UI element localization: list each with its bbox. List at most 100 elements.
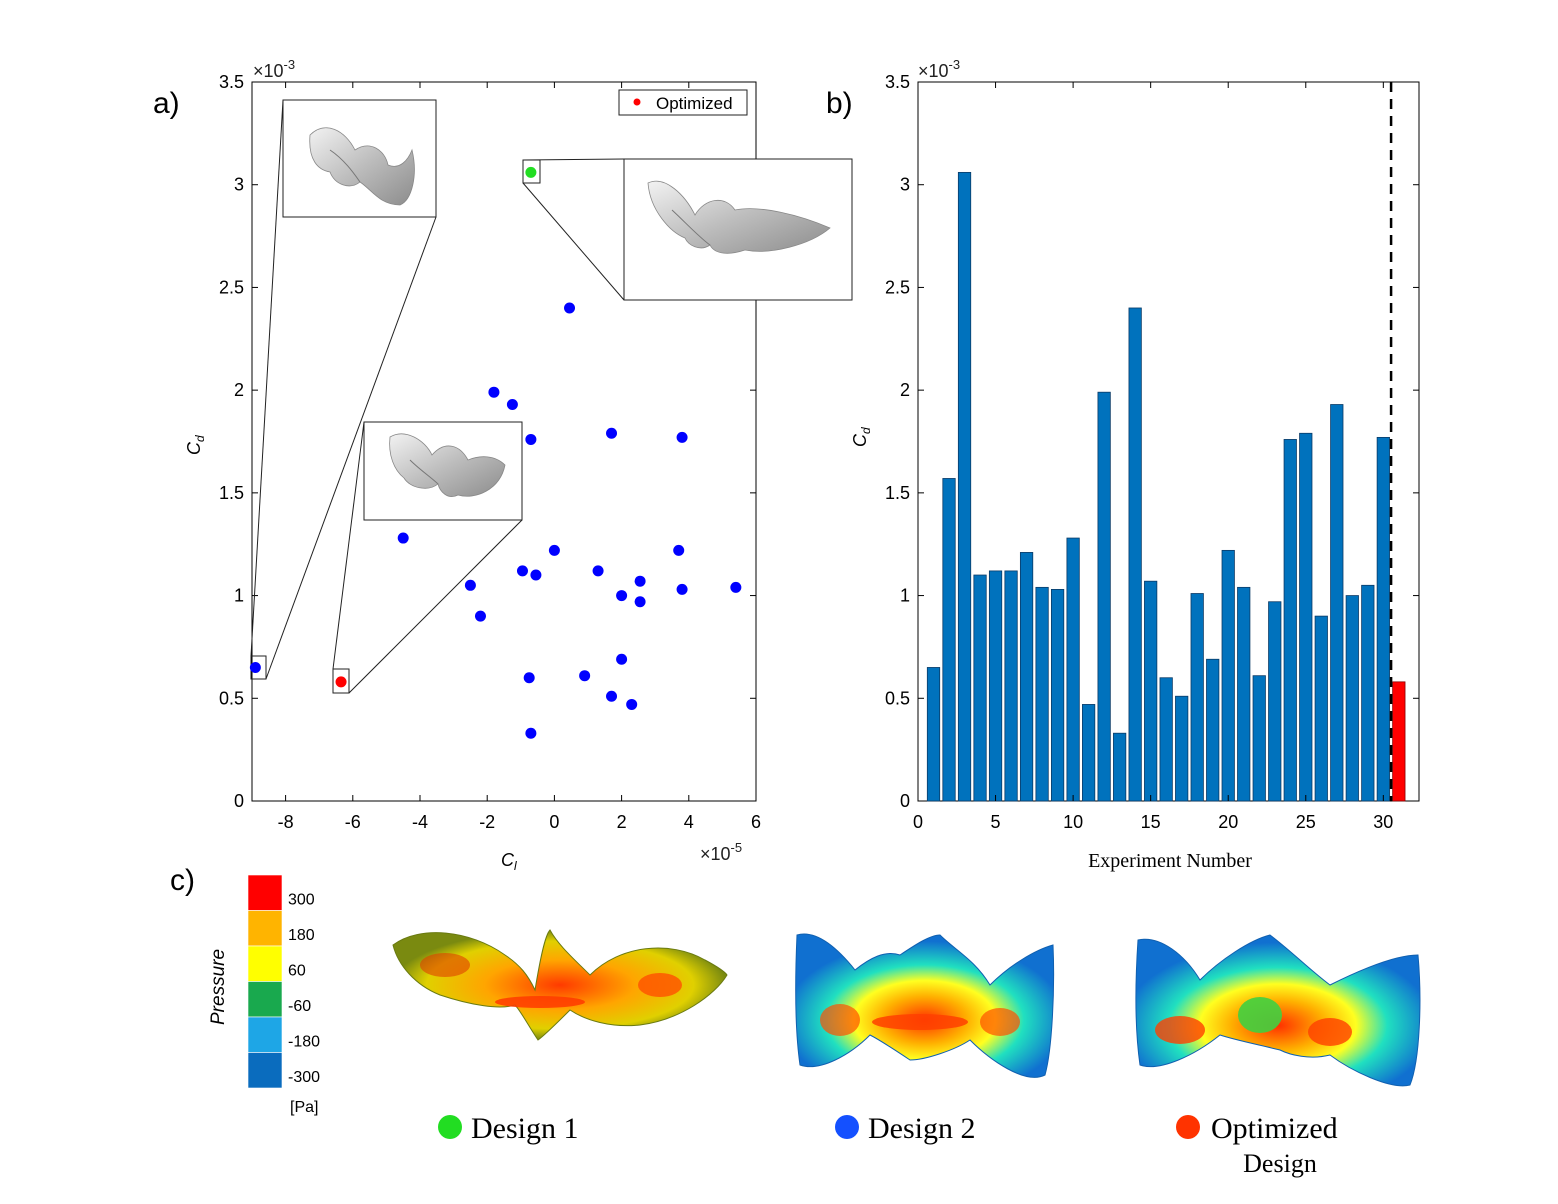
- colorbar-cell: [247, 945, 283, 982]
- bar-y-tick-label: 0.5: [885, 688, 910, 708]
- scatter-y-tick-label: 2.5: [219, 277, 244, 297]
- scatter-points: [249, 166, 742, 739]
- scatter-point: [730, 581, 742, 593]
- bar-y-tick-label: 3.5: [885, 72, 910, 92]
- bar-y-label: Cd: [850, 427, 873, 447]
- bar: [1050, 589, 1065, 802]
- bar-ticks: [917, 81, 1419, 802]
- bar-x-tick-label: 25: [1296, 812, 1316, 832]
- colorbar-unit: [Pa]: [290, 1099, 318, 1116]
- bar: [1004, 570, 1018, 802]
- scatter-point: [464, 579, 476, 591]
- scatter-y-exponent: ×10-3: [253, 57, 295, 81]
- bar-y-tick-label: 0: [900, 791, 910, 811]
- bar: [926, 667, 941, 802]
- panel-label-a: a): [153, 87, 180, 120]
- scatter-legend: Optimized: [618, 89, 748, 116]
- pressure-shape-design2: [795, 933, 1055, 1078]
- inset-shape-optimized: [363, 421, 523, 521]
- bar: [942, 478, 956, 802]
- bar-y-tick-label: 3: [900, 175, 910, 195]
- scatter-point: [564, 302, 576, 314]
- design-legend: Design 1 Design 2 Optimized Design: [438, 1112, 1338, 1178]
- scatter-y-tick-label: 0: [234, 791, 244, 811]
- colorbar-cell: [247, 874, 283, 911]
- bar: [1082, 704, 1096, 802]
- scatter-y-tick-label: 0.5: [219, 688, 244, 708]
- colorbar-title: Pressure: [208, 949, 229, 1025]
- legend-label-optimized: Optimized: [656, 94, 733, 113]
- scatter-x-tick-label: -2: [479, 812, 495, 832]
- scatter-y-tick-label: 1: [234, 586, 244, 606]
- scatter-y-label: Cd: [184, 435, 207, 455]
- scatter-point: [676, 431, 688, 443]
- scatter-y-tick-label: 3.5: [219, 72, 244, 92]
- design2-marker: [835, 1115, 859, 1139]
- scatter-point: [516, 565, 528, 577]
- bar: [973, 574, 987, 802]
- bar: [1237, 586, 1251, 802]
- bar: [1159, 677, 1173, 802]
- bar: [1268, 601, 1282, 802]
- bar: [988, 570, 1003, 802]
- scatter-y-tick-label: 2: [234, 380, 244, 400]
- bar-tick-labels: 0 5 10 15 20 25 30 0 0.5 1 1.5 2 2.5 3 3.5: [885, 72, 1393, 832]
- pressure-shape-design1: [392, 929, 728, 1041]
- legend-marker-optimized: [633, 98, 641, 106]
- optimized-design-marker: [1176, 1115, 1200, 1139]
- bar: [1113, 732, 1127, 802]
- scatter-y-tick-label: 3: [234, 175, 244, 195]
- bar: [1175, 695, 1189, 802]
- scatter-plot: -8 -6 -4 -2 0 2 4 6 0 0.5 1 1.5 2 2.5 3 3.5 ×10-3 ×10-5…: [184, 57, 853, 873]
- design1-label: Design 1: [471, 1112, 579, 1145]
- bar: [1221, 549, 1235, 802]
- scatter-point: [676, 583, 688, 595]
- scatter-x-tick-label: -6: [345, 812, 361, 832]
- scatter-x-tick-label: 4: [684, 812, 694, 832]
- scatter-x-label: Cl: [501, 850, 517, 873]
- scatter-x-tick-label: 0: [549, 812, 559, 832]
- colorbar-level-label: 300: [288, 892, 315, 909]
- highlight-box-design1: [522, 159, 541, 184]
- scatter-x-exponent: ×10-5: [700, 840, 742, 864]
- bar-y-tick-label: 2.5: [885, 277, 910, 297]
- scatter-point: [506, 399, 518, 411]
- colorbar-level-label: 60: [288, 963, 306, 980]
- pressure-colorbar: Pressure 300 180 60 -60 -180 -300 [Pa]: [208, 874, 320, 1116]
- bar: [1128, 307, 1142, 802]
- scatter-point: [606, 690, 618, 702]
- scatter-x-tick-label: -4: [412, 812, 428, 832]
- bar: [1252, 675, 1266, 802]
- bar-x-tick-label: 15: [1141, 812, 1161, 832]
- scatter-point: [525, 433, 537, 445]
- scatter-x-tick-label: 6: [751, 812, 761, 832]
- colorbar-cell: [247, 910, 283, 947]
- scatter-point: [525, 727, 537, 739]
- design1-marker: [438, 1115, 462, 1139]
- bar-series: [926, 171, 1406, 802]
- bar: [1190, 593, 1204, 802]
- bar-x-tick-label: 5: [991, 812, 1001, 832]
- bar: [1283, 439, 1297, 802]
- scatter-point-design1: [525, 166, 537, 178]
- scatter-point: [606, 427, 618, 439]
- scatter-point: [592, 565, 604, 577]
- scatter-point: [530, 569, 542, 581]
- scatter-point: [616, 590, 628, 602]
- scatter-point: [474, 610, 486, 622]
- colorbar-cell: [247, 1016, 283, 1053]
- bar: [1066, 537, 1080, 802]
- highlight-box-optimized: [332, 668, 350, 694]
- bar-x-tick-label: 20: [1218, 812, 1238, 832]
- bar-y-tick-label: 2: [900, 380, 910, 400]
- bar-x-tick-label: 30: [1373, 812, 1393, 832]
- pressure-shape-optimized: [1135, 934, 1421, 1087]
- scatter-point: [249, 661, 261, 673]
- scatter-x-tick-label: 2: [617, 812, 627, 832]
- colorbar-cell: [247, 1052, 283, 1089]
- colorbar-level-label: -300: [288, 1069, 320, 1086]
- inset-shape-design2: [282, 99, 437, 218]
- bar: [1144, 580, 1158, 802]
- colorbar-level-label: -60: [288, 998, 311, 1015]
